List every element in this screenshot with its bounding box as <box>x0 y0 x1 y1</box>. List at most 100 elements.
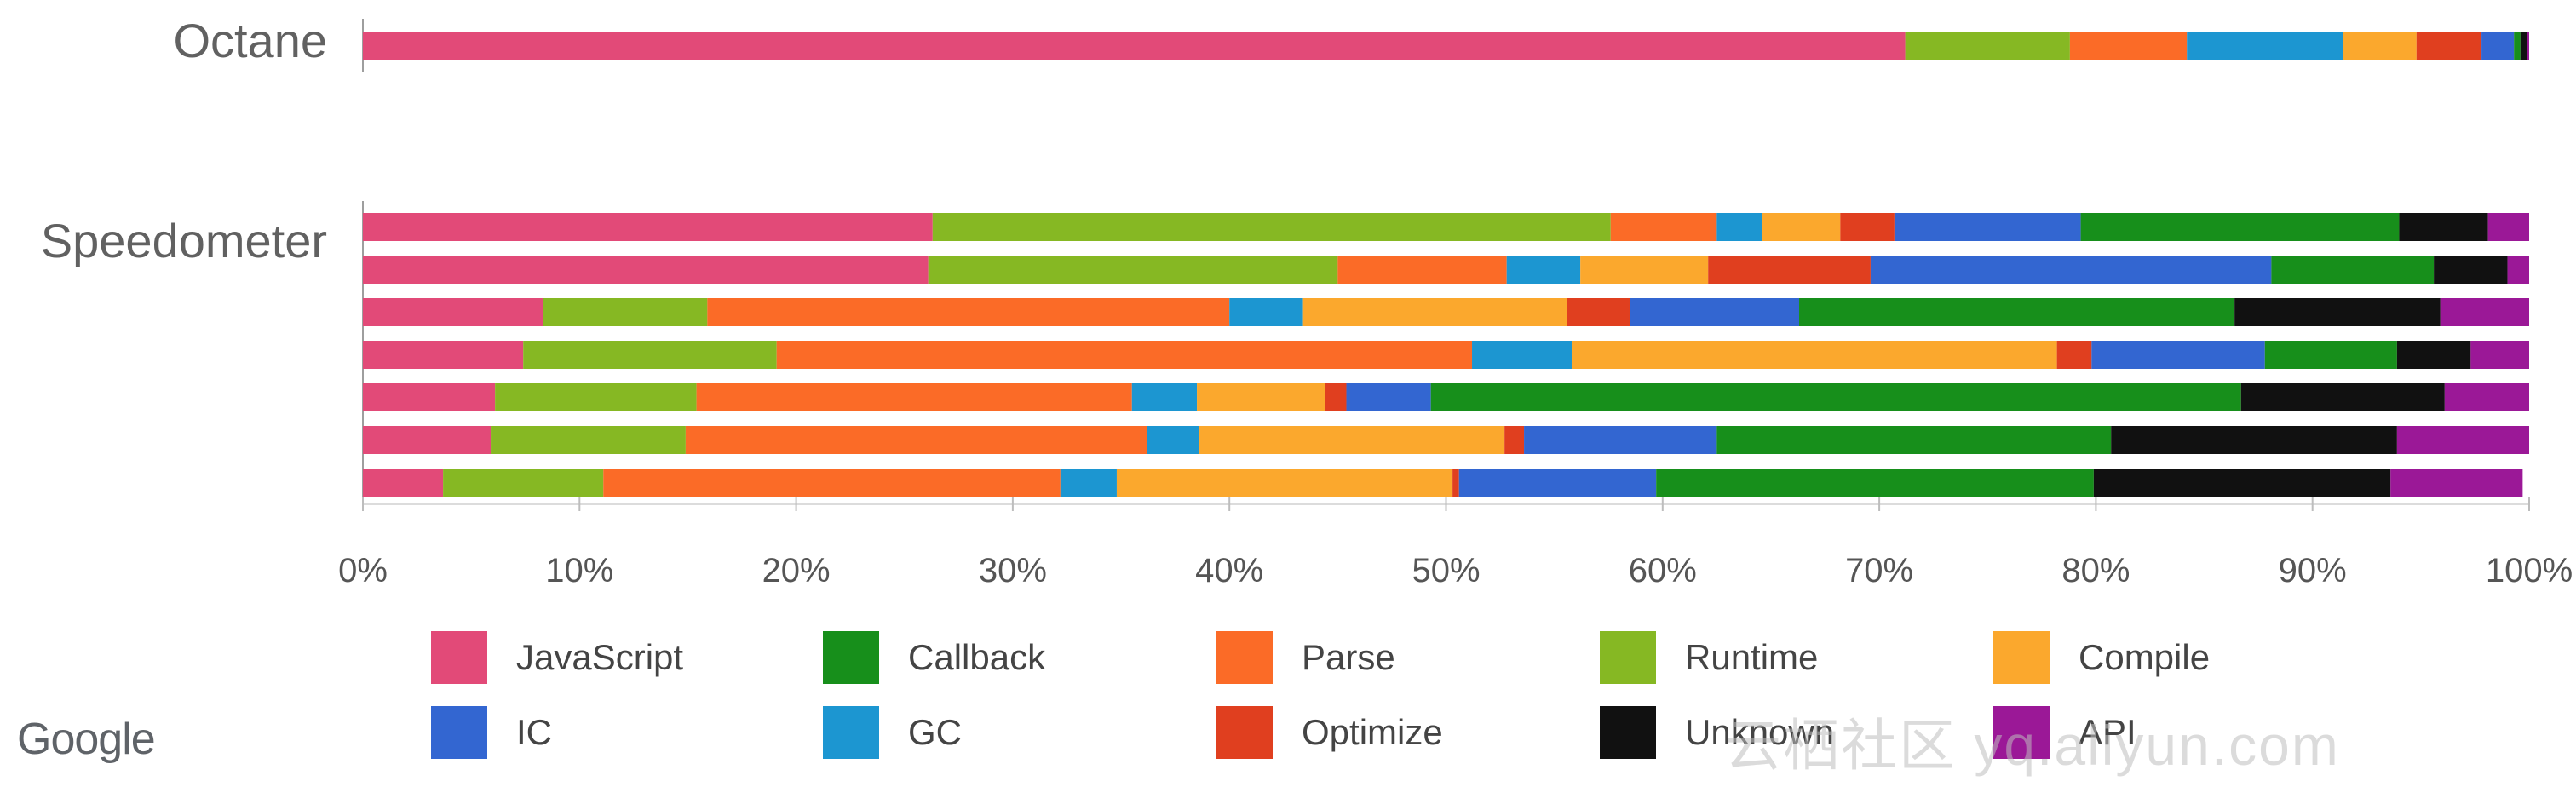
bar-segment-octane-0-unknown <box>2520 32 2527 60</box>
group-label-octane: Octane <box>173 14 327 67</box>
bar-segment-speedometer-7-optimize <box>1452 469 1459 497</box>
legend-swatch-unknown <box>1600 706 1656 759</box>
legend-label-compile: Compile <box>2079 637 2211 677</box>
legend-swatch-optimize <box>1216 706 1273 759</box>
x-tick-label: 40% <box>1195 552 1263 589</box>
bar-segment-speedometer-3-javascript <box>363 298 543 326</box>
bar-segment-speedometer-2-api <box>2507 256 2529 284</box>
legend-item-javascript: JavaScript <box>431 628 683 687</box>
bar-segment-speedometer-1-ic <box>1894 213 2081 241</box>
bar-segment-speedometer-3-callback <box>1799 298 2235 326</box>
x-tick-label: 30% <box>979 552 1047 589</box>
bar-segment-speedometer-2-parse <box>1337 256 1507 284</box>
bar-segment-speedometer-5-parse <box>696 383 1132 411</box>
bar-segment-octane-0-parse <box>2069 32 2188 60</box>
x-tick-label: 90% <box>2279 552 2347 589</box>
legend-label-callback: Callback <box>908 637 1046 677</box>
legend-item-compile: Compile <box>1993 628 2210 687</box>
bar-segment-speedometer-5-javascript <box>363 383 496 411</box>
bar-segment-speedometer-1-javascript <box>363 213 933 241</box>
bar-segment-speedometer-6-runtime <box>491 426 686 454</box>
legend-label-runtime: Runtime <box>1685 637 1819 677</box>
bar-segment-speedometer-7-gc <box>1060 469 1117 497</box>
bar-segment-speedometer-7-ic <box>1458 469 1657 497</box>
group-label-speedometer: Speedometer <box>40 214 327 267</box>
bar-segment-speedometer-2-compile <box>1580 256 1709 284</box>
bar-segment-speedometer-2-unknown <box>2434 256 2508 284</box>
legend-label-gc: GC <box>908 712 962 752</box>
x-tick-label: 20% <box>762 552 831 589</box>
legend-swatch-gc <box>823 706 879 759</box>
bar-segment-speedometer-3-unknown <box>2234 298 2441 326</box>
bar-segment-octane-0-gc <box>2187 32 2343 60</box>
bar-segment-speedometer-5-compile <box>1197 383 1325 411</box>
legend-label-javascript: JavaScript <box>516 637 684 677</box>
bar-segment-speedometer-1-parse <box>1610 213 1717 241</box>
bar-segment-speedometer-5-api <box>2444 383 2529 411</box>
bar-segment-speedometer-4-callback <box>2264 341 2397 369</box>
legend-item-ic: IC <box>431 703 552 762</box>
legend-swatch-compile <box>1993 631 2050 684</box>
bar-segment-speedometer-1-api <box>2487 213 2529 241</box>
bar-segment-speedometer-4-runtime <box>523 341 777 369</box>
legend-swatch-api <box>1993 706 2050 759</box>
bar-segment-speedometer-5-callback <box>1430 383 2241 411</box>
legend-swatch-parse <box>1216 631 1273 684</box>
x-tick-label: 50% <box>1412 552 1480 589</box>
legend-swatch-callback <box>823 631 879 684</box>
x-tick-label: 60% <box>1629 552 1697 589</box>
bar-segment-speedometer-5-unknown <box>2240 383 2445 411</box>
legend-label-parse: Parse <box>1302 637 1395 677</box>
bar-segment-speedometer-4-compile <box>1571 341 2057 369</box>
bar-segment-speedometer-1-unknown <box>2399 213 2488 241</box>
bar-segment-speedometer-3-optimize <box>1567 298 1630 326</box>
bar-segment-speedometer-2-javascript <box>363 256 929 284</box>
bar-segment-speedometer-7-callback <box>1656 469 2094 497</box>
bar-segment-speedometer-6-optimize <box>1504 426 1525 454</box>
bar-segment-speedometer-7-compile <box>1116 469 1453 497</box>
bar-segment-speedometer-2-runtime <box>928 256 1338 284</box>
bar-segment-speedometer-1-compile <box>1762 213 1841 241</box>
bar-segment-speedometer-6-gc <box>1147 426 1199 454</box>
bar-segment-speedometer-1-runtime <box>932 213 1611 241</box>
bar-segment-speedometer-3-gc <box>1229 298 1303 326</box>
bar-segment-octane-0-callback <box>2514 32 2521 60</box>
legend-item-api: API <box>1993 703 2136 762</box>
bar-segment-speedometer-3-api <box>2440 298 2529 326</box>
bar-segment-speedometer-6-compile <box>1199 426 1505 454</box>
legend-item-unknown: Unknown <box>1600 703 1834 762</box>
bar-segment-speedometer-4-unknown <box>2396 341 2471 369</box>
bar-segment-speedometer-1-gc <box>1716 213 1762 241</box>
bar-segment-speedometer-6-unknown <box>2111 426 2397 454</box>
legend-label-unknown: Unknown <box>1685 712 1835 752</box>
legend-label-optimize: Optimize <box>1302 712 1443 752</box>
bar-segment-speedometer-3-compile <box>1302 298 1567 326</box>
legend-label-api: API <box>2079 712 2136 752</box>
legend-swatch-javascript <box>431 631 487 684</box>
bar-segment-speedometer-7-parse <box>603 469 1061 497</box>
legend-item-callback: Callback <box>823 628 1045 687</box>
bar-segment-speedometer-2-gc <box>1506 256 1581 284</box>
bar-segment-speedometer-4-parse <box>776 341 1473 369</box>
bar-segment-speedometer-3-ic <box>1630 298 1800 326</box>
bar-segment-speedometer-5-ic <box>1346 383 1431 411</box>
bar-segment-speedometer-4-gc <box>1472 341 1572 369</box>
x-tick-label: 100% <box>2486 552 2573 589</box>
bar-segment-speedometer-2-optimize <box>1708 256 1871 284</box>
bar-segment-speedometer-5-runtime <box>495 383 697 411</box>
legend-item-gc: GC <box>823 703 962 762</box>
bar-segment-speedometer-6-callback <box>1716 426 2112 454</box>
bar-segment-speedometer-2-ic <box>1870 256 2272 284</box>
bar-segment-speedometer-5-optimize <box>1325 383 1347 411</box>
bar-segment-speedometer-3-runtime <box>543 298 708 326</box>
bar-segment-speedometer-4-javascript <box>363 341 524 369</box>
x-tick-label: 80% <box>2061 552 2130 589</box>
bar-segment-speedometer-1-optimize <box>1840 213 1895 241</box>
legend-label-ic: IC <box>516 712 552 752</box>
bar-segment-speedometer-2-callback <box>2271 256 2435 284</box>
bar-segment-speedometer-7-api <box>2390 469 2523 497</box>
bar-segment-speedometer-3-parse <box>707 298 1230 326</box>
bar-segment-octane-0-optimize <box>2416 32 2482 60</box>
chart-legend: JavaScript Callback Parse Runtime Compil… <box>431 628 2339 773</box>
legend-item-parse: Parse <box>1216 628 1395 687</box>
